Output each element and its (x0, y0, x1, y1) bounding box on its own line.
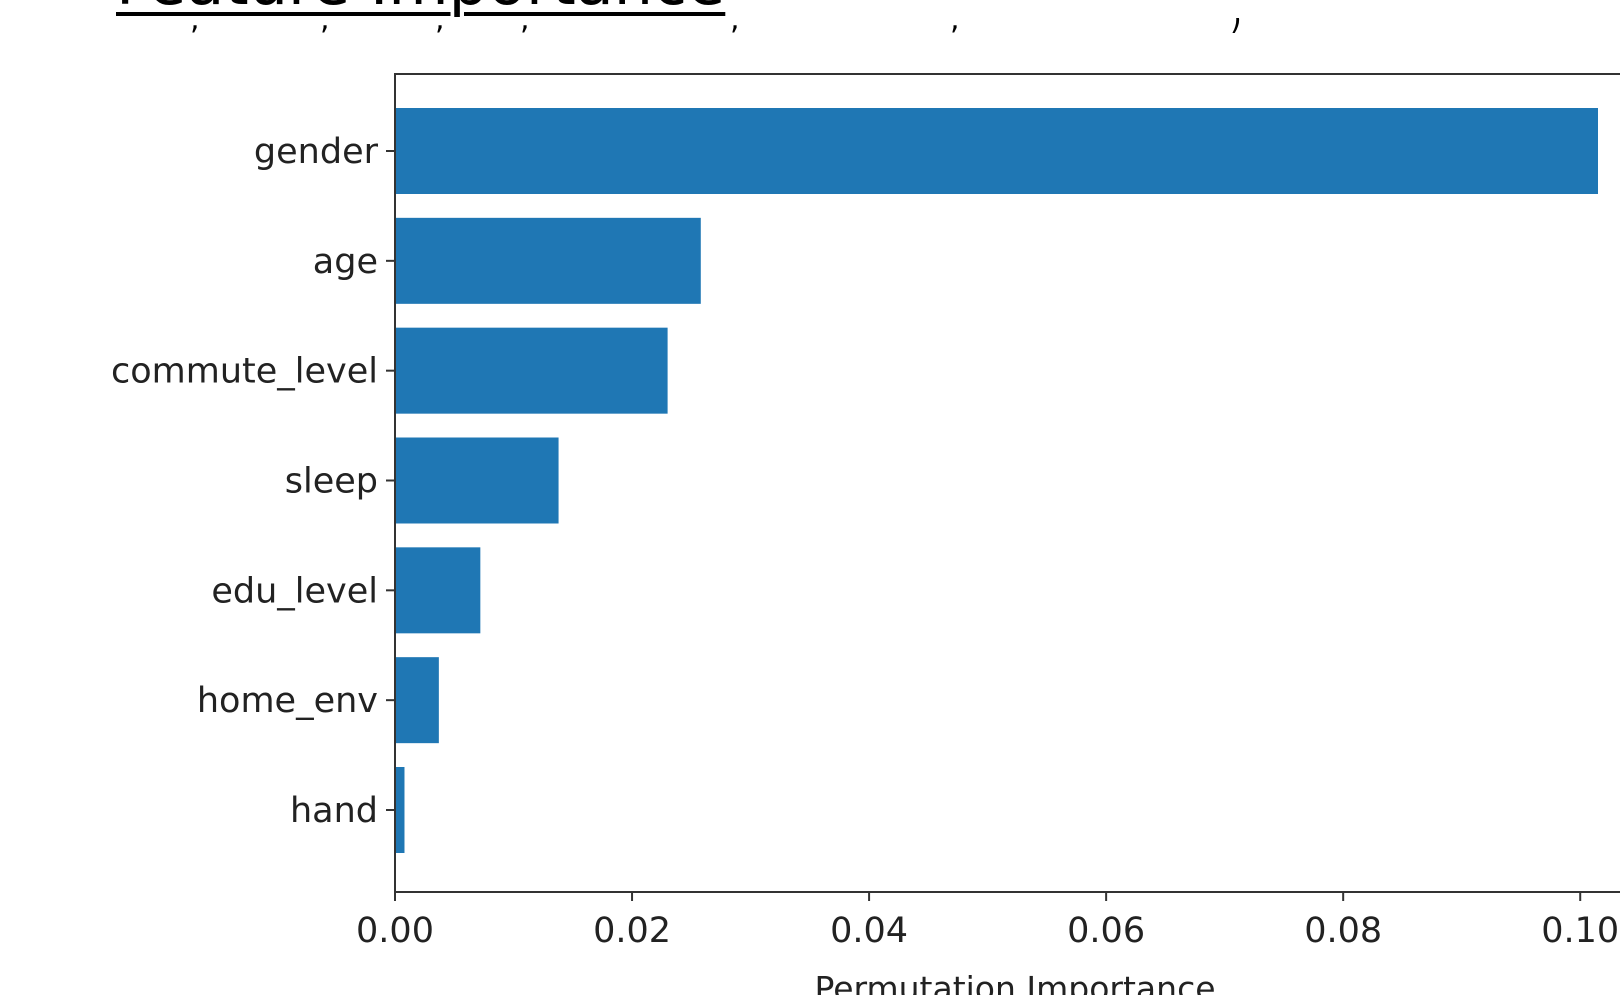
subtitle-glyph-fragment: , (320, 18, 330, 37)
x-axis: 0.00 0.02 0.04 0.06 0.08 0.10 (356, 892, 1619, 951)
bar-edu-level (396, 547, 481, 634)
bar-commute-level (396, 327, 668, 414)
bar-age (396, 217, 701, 304)
subtitle-glyph-fragment: , (950, 18, 960, 37)
x-tick-label: 0.10 (1541, 911, 1619, 951)
plot-area-frame (394, 73, 1620, 893)
y-tick-label: sleep (285, 462, 378, 502)
x-tick-label: 0.08 (1304, 911, 1382, 951)
bar-gender (396, 108, 1598, 194)
subtitle-glyph-fragment: , (190, 18, 200, 37)
x-axis-label: Permutation Importance (814, 969, 1215, 995)
y-tick-label: hand (290, 791, 378, 831)
slide-subtitle-fragment: ,,,,,,) (190, 18, 1250, 40)
y-tick-label: gender (254, 132, 379, 172)
y-tick-label: home_env (197, 681, 378, 721)
bar-sleep (396, 437, 559, 524)
x-tick-label: 0.04 (830, 911, 908, 951)
slide-title: Feature Importance (116, 0, 725, 14)
x-tick-label: 0.06 (1067, 911, 1145, 951)
bar-home-env (396, 657, 439, 744)
x-tick-label: 0.00 (356, 911, 434, 951)
y-tick-label: edu_level (211, 571, 378, 611)
y-tick-label: commute_level (111, 352, 378, 392)
subtitle-glyph-fragment: , (730, 18, 740, 37)
subtitle-glyph-fragment: , (520, 18, 530, 37)
x-tick-label: 0.02 (593, 911, 671, 951)
subtitle-glyph-fragment: , (435, 18, 445, 37)
subtitle-glyph-fragment: ) (1230, 18, 1242, 37)
bars-layer (396, 108, 1598, 853)
y-tick-label: age (313, 242, 378, 282)
bar-hand (396, 767, 405, 853)
